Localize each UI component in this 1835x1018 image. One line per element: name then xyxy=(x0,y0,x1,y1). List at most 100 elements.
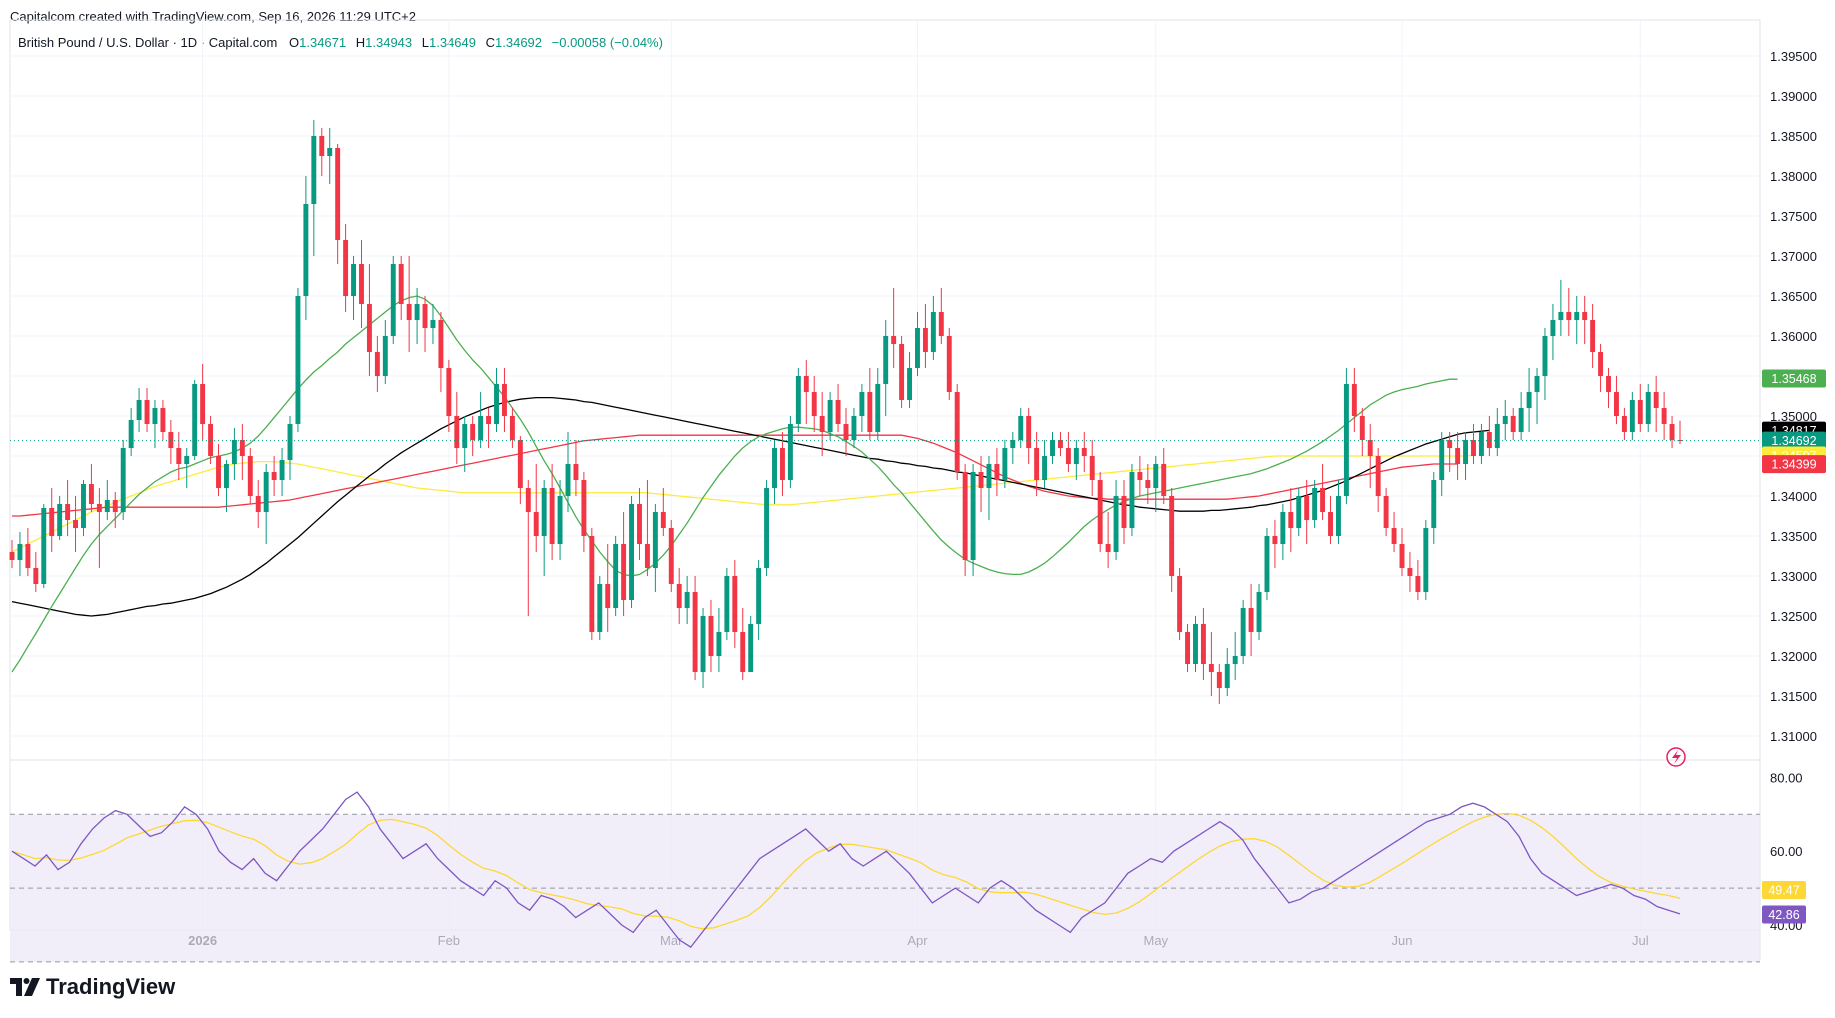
candle-body xyxy=(501,384,507,416)
high-label: H xyxy=(355,35,366,50)
candle-body xyxy=(994,464,1000,480)
candle-body xyxy=(716,632,722,656)
candle-body xyxy=(200,384,206,424)
candle-body xyxy=(652,512,658,568)
candle-body xyxy=(756,568,762,624)
candle-body xyxy=(899,344,905,400)
change-value: −0.00058 (−0.04%) xyxy=(551,35,663,50)
candle-body xyxy=(454,416,460,448)
alert-bolt-icon xyxy=(1666,747,1686,767)
candle-body xyxy=(644,544,650,568)
candle-body xyxy=(970,472,976,560)
candle-body xyxy=(1193,624,1198,664)
price-axis-label: 1.36000 xyxy=(1770,329,1817,344)
candle-body xyxy=(748,624,754,672)
candle-body xyxy=(1065,448,1071,464)
candle-body xyxy=(851,416,857,440)
candle-body xyxy=(414,304,420,320)
candle-body xyxy=(1280,512,1286,544)
candle-body xyxy=(422,304,428,328)
candle-body xyxy=(1534,376,1540,392)
candle-body xyxy=(1042,456,1048,480)
candle-body xyxy=(88,484,94,504)
low-label: L xyxy=(421,35,429,50)
candle-body xyxy=(1153,464,1159,488)
candle-body xyxy=(65,504,71,520)
candle-body xyxy=(1359,416,1365,440)
candle-body xyxy=(1621,416,1627,432)
candle-body xyxy=(1002,448,1008,480)
candle-body xyxy=(811,392,817,416)
rsi-line xyxy=(11,791,1681,948)
candle-body xyxy=(891,336,897,344)
candle-body xyxy=(1296,496,1302,528)
candle-body xyxy=(922,328,928,352)
tradingview-logo[interactable]: TradingView xyxy=(10,974,175,1000)
ma-red-line xyxy=(12,434,1458,517)
candle-body xyxy=(1637,400,1643,424)
candle-body xyxy=(915,328,920,368)
candle-body xyxy=(1169,496,1175,576)
candle-body xyxy=(724,576,730,632)
price-axis-label: 1.32000 xyxy=(1770,649,1817,664)
candle-body xyxy=(1574,312,1580,320)
price-axis-label: 1.38000 xyxy=(1770,169,1817,184)
candle-body xyxy=(287,424,293,460)
candle-body xyxy=(1240,608,1246,656)
price-axis-label: 1.37000 xyxy=(1770,249,1817,264)
candle-body xyxy=(795,376,801,424)
candle-body xyxy=(1510,416,1516,432)
candle-body xyxy=(1590,320,1596,352)
candle-body xyxy=(1439,440,1445,480)
price-axis-label: 1.37500 xyxy=(1770,209,1817,224)
candle-body xyxy=(517,440,523,488)
candle-body xyxy=(223,464,229,488)
candle-body xyxy=(946,336,952,392)
price-axis-label: 1.39000 xyxy=(1770,89,1817,104)
candle-body xyxy=(1335,496,1341,536)
rsi-axis-label: 80.00 xyxy=(1770,770,1803,785)
candle-body xyxy=(740,632,746,672)
alert-bolt-glyph xyxy=(1672,750,1681,764)
candle-body xyxy=(962,472,968,560)
candle-body xyxy=(1677,440,1683,441)
candle-body xyxy=(573,464,579,480)
candle-body xyxy=(930,312,936,352)
candle-body xyxy=(533,512,539,536)
candle-body xyxy=(581,480,587,536)
candle-body xyxy=(295,296,301,424)
candle-body xyxy=(1431,480,1437,528)
candle-body xyxy=(1486,432,1492,448)
price-axis-label: 1.39500 xyxy=(1770,49,1817,64)
candle-body xyxy=(1518,408,1524,432)
candle-body xyxy=(1598,352,1604,376)
candle-body xyxy=(112,500,118,512)
price-axis-label: 1.35000 xyxy=(1770,409,1817,424)
candle-body xyxy=(1383,496,1389,528)
candle-body xyxy=(557,496,563,544)
low-value: 1.34649 xyxy=(429,35,476,50)
candle-body xyxy=(1653,392,1659,408)
candle-body xyxy=(41,508,47,584)
candle-body xyxy=(986,464,992,488)
candle-body xyxy=(827,400,833,432)
candle-body xyxy=(907,368,913,400)
candle-body xyxy=(1526,392,1532,408)
candle-body xyxy=(1232,656,1238,664)
candle-body xyxy=(192,384,198,456)
candle-body xyxy=(303,204,309,296)
candle-body xyxy=(247,456,253,496)
candle-body xyxy=(406,304,412,320)
candle-body xyxy=(1351,384,1357,416)
candle-body xyxy=(128,420,134,448)
candle-body xyxy=(859,392,865,416)
candle-body xyxy=(1320,488,1326,512)
rsi-tag-label: 49.47 xyxy=(1768,884,1799,898)
candle-body xyxy=(867,392,873,432)
candle-body xyxy=(1177,576,1183,632)
candle-body xyxy=(589,536,595,632)
candle-body xyxy=(1272,536,1278,544)
candle-body xyxy=(382,336,388,376)
candle-body xyxy=(1494,424,1500,448)
